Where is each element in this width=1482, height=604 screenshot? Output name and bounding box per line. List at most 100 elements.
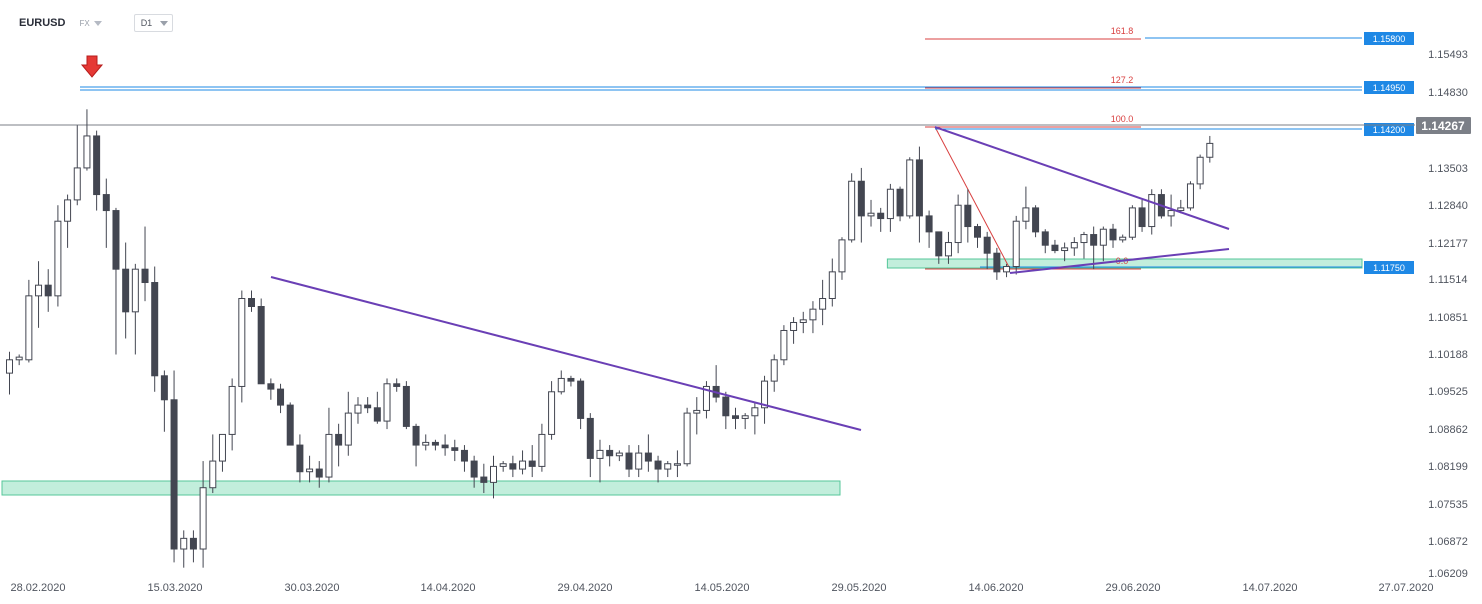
candle-body	[915, 159, 923, 217]
date-tick-label: 14.06.2020	[968, 582, 1023, 594]
candle	[954, 194, 962, 254]
candle	[606, 445, 614, 467]
candles	[6, 109, 1214, 568]
candle-body	[1051, 244, 1059, 252]
candle-body	[364, 404, 372, 409]
candle-body	[44, 284, 52, 297]
candle	[1167, 194, 1175, 227]
timeframe-select[interactable]: D1	[133, 14, 174, 32]
candle	[741, 413, 749, 430]
candle	[557, 370, 565, 395]
candle-body	[112, 210, 120, 270]
candle-body	[896, 188, 904, 217]
price-level-label: 1.14200	[1373, 125, 1406, 135]
candle	[654, 455, 662, 483]
candle	[683, 407, 691, 467]
candle-body	[983, 236, 991, 254]
fib-level-label: 161.8	[1111, 26, 1134, 36]
candle	[1080, 231, 1088, 259]
candle-body	[867, 212, 875, 217]
candle-body	[480, 476, 488, 483]
candle	[1032, 205, 1040, 238]
candle	[644, 434, 652, 472]
candle-body	[402, 385, 410, 427]
candle	[373, 391, 381, 424]
candle	[935, 231, 943, 264]
candle	[993, 247, 1001, 280]
candle-body	[1012, 220, 1020, 268]
date-axis: 28.02.2020 15.03.2020 30.03.2020 14.04.2020…	[10, 582, 1433, 594]
candle-body	[848, 180, 856, 241]
candle	[509, 455, 517, 478]
candle	[490, 455, 497, 499]
candle	[238, 290, 246, 403]
candle-body	[344, 412, 352, 446]
date-tick-label: 14.04.2020	[420, 582, 475, 594]
candle	[635, 445, 643, 478]
candle	[770, 354, 778, 392]
candle	[480, 463, 488, 494]
candle	[925, 210, 933, 248]
candle	[199, 461, 207, 568]
candle-body	[422, 441, 430, 446]
candle	[848, 173, 856, 243]
candle	[160, 370, 168, 432]
price-level-label: 1.14950	[1373, 83, 1406, 93]
symbol-label: EURUSD	[19, 17, 66, 29]
candle-body	[277, 388, 285, 406]
date-tick-label: 15.03.2020	[147, 582, 202, 594]
candle	[1003, 263, 1011, 278]
candle	[528, 445, 536, 478]
price-tick-label: 1.06209	[1428, 568, 1468, 580]
down-arrow-icon	[80, 55, 104, 78]
candle-body	[393, 383, 401, 387]
candle-body	[160, 375, 168, 401]
candle	[548, 381, 556, 440]
candle	[315, 461, 323, 488]
support-zone	[1, 480, 841, 496]
candle	[538, 423, 546, 472]
candle-body	[257, 306, 265, 385]
candle	[499, 461, 507, 472]
candle-body	[654, 460, 662, 470]
date-tick-label: 29.05.2020	[831, 582, 886, 594]
candle	[1148, 189, 1156, 235]
candle-body	[751, 407, 759, 417]
candle-body	[790, 321, 798, 331]
candle-body	[857, 180, 865, 217]
fib-level-label: 127.2	[1111, 75, 1134, 85]
candle	[1012, 215, 1020, 275]
candle	[209, 434, 217, 494]
symbol-dropdown-icon[interactable]	[93, 20, 102, 26]
candle-body	[25, 295, 33, 361]
support-zone	[886, 258, 1363, 269]
candle	[460, 445, 468, 472]
price-level-label: 1.15800	[1373, 34, 1406, 44]
candle	[915, 146, 923, 243]
trendline	[934, 126, 1230, 230]
candle-body	[1167, 210, 1175, 217]
date-tick-label: 27.07.2020	[1378, 582, 1433, 594]
candle-body	[693, 409, 701, 414]
candle	[15, 354, 23, 366]
candle-body	[1022, 207, 1030, 222]
candle	[712, 365, 720, 403]
candle-body	[35, 284, 43, 297]
candle-body	[732, 415, 739, 419]
price-tick-label: 1.09525	[1428, 386, 1468, 398]
candle-body	[596, 449, 604, 459]
candle	[896, 186, 904, 222]
candle	[906, 157, 914, 219]
price-tick-label: 1.08862	[1428, 424, 1468, 436]
candle	[35, 261, 43, 328]
date-tick-label: 14.05.2020	[694, 582, 749, 594]
candle	[1109, 223, 1117, 248]
candle	[944, 231, 952, 264]
candle-body	[1070, 242, 1078, 249]
price-tick-label: 1.14830	[1428, 87, 1468, 99]
candle-body	[702, 385, 710, 411]
candle-body	[557, 377, 565, 393]
candle-body	[383, 383, 391, 422]
candle	[1070, 237, 1078, 256]
